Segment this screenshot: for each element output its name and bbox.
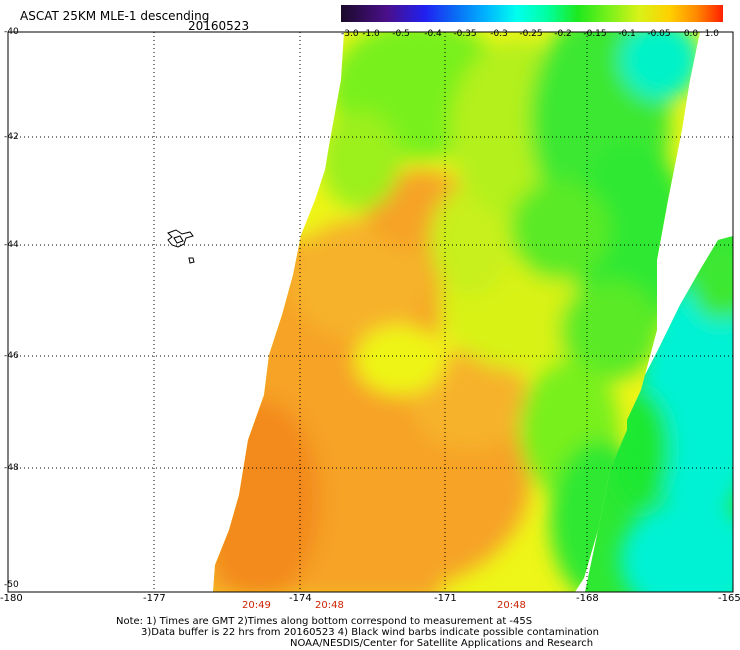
map-date: 20160523	[188, 19, 250, 33]
note-line-1: Note: 1) Times are GMT 2)Times along bot…	[116, 616, 533, 627]
colorbar-tick-label: -0.05	[647, 29, 670, 39]
lon-label: -171	[434, 593, 457, 604]
colorbar-tick-label: -3.0	[341, 29, 359, 39]
colorbar-tick-label: -0.4	[424, 29, 442, 39]
lat-label: -40	[4, 27, 19, 37]
lat-label: -42	[4, 132, 19, 142]
colorbar-tick-label: -0.25	[519, 29, 542, 39]
lon-label: -177	[143, 593, 166, 604]
time-label: 20:49	[242, 600, 271, 611]
colorbar-tick-label: -1.0	[362, 29, 380, 39]
map-frame	[7, 31, 734, 593]
time-label: 20:48	[315, 600, 344, 611]
lon-label: -168	[576, 593, 599, 604]
note-line-2: 3)Data buffer is 22 hrs from 20160523 4)…	[141, 627, 599, 638]
colorbar-tick-label: 0.0	[684, 29, 699, 39]
colorbar-tick-label: -0.35	[453, 29, 476, 39]
island-outline	[167, 229, 195, 264]
colorbar-tick-label: -0.15	[583, 29, 606, 39]
colorbar-tick-label: -0.2	[554, 29, 572, 39]
swath-main	[213, 32, 700, 592]
colorbar-labels: -3.0 -1.0 -0.5 -0.4 -0.35 -0.3 -0.25 -0.2 -0.15 -…	[341, 29, 719, 39]
lat-label: -44	[4, 240, 19, 250]
time-label: 20:48	[497, 600, 526, 611]
lon-label: -180	[0, 593, 23, 604]
colorbar-gradient	[341, 5, 723, 22]
lon-label: -165	[718, 593, 740, 604]
map-title: ASCAT 25KM MLE-1 descending	[20, 9, 210, 23]
lat-label: -46	[4, 351, 19, 361]
note-line-3: NOAA/NESDIS/Center for Satellite Applica…	[290, 638, 594, 649]
lat-label: -48	[4, 463, 19, 473]
colorbar: -3.0 -1.0 -0.5 -0.4 -0.35 -0.3 -0.25 -0.2 -0.15 -…	[341, 5, 723, 39]
grid	[8, 32, 733, 592]
colorbar-tick-label: -0.1	[618, 29, 636, 39]
colorbar-tick-label: -0.5	[392, 29, 410, 39]
lon-label: -174	[289, 593, 312, 604]
colorbar-tick-label: -0.3	[490, 29, 508, 39]
lat-label: -50	[4, 580, 19, 590]
colorbar-tick-label: 1.0	[705, 29, 720, 39]
